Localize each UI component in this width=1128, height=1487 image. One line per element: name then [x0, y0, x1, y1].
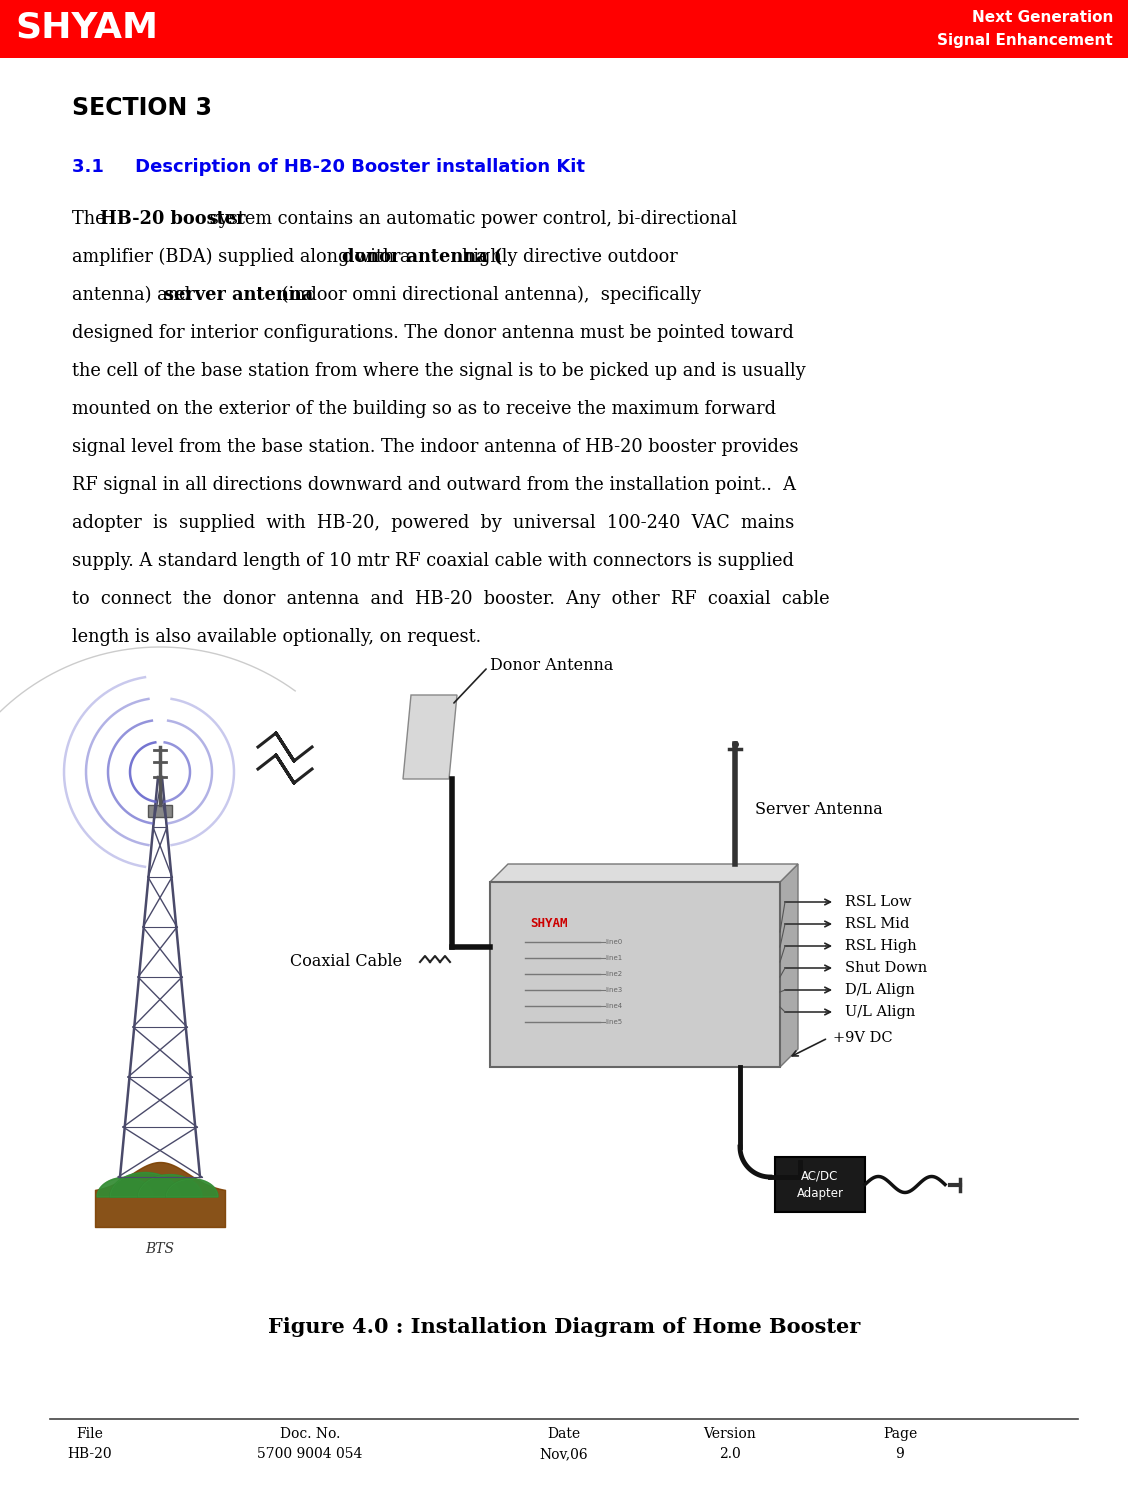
- Text: HB-20 booster: HB-20 booster: [100, 210, 246, 228]
- Text: designed for interior configurations. The donor antenna must be pointed toward: designed for interior configurations. Th…: [72, 324, 794, 342]
- Text: Doc. No.: Doc. No.: [280, 1428, 341, 1441]
- Polygon shape: [111, 1173, 180, 1197]
- Text: line0: line0: [605, 938, 623, 946]
- Text: SECTION 3: SECTION 3: [72, 97, 212, 120]
- Text: Coaxial Cable: Coaxial Cable: [290, 953, 402, 971]
- Text: system contains an automatic power control, bi-directional: system contains an automatic power contr…: [204, 210, 738, 228]
- Text: line4: line4: [605, 1004, 623, 1010]
- Polygon shape: [138, 1175, 202, 1197]
- Text: The: The: [72, 210, 112, 228]
- Bar: [0, 0, 1128, 58]
- Text: Server Antenna: Server Antenna: [755, 800, 883, 818]
- Text: the cell of the base station from where the signal is to be picked up and is usu: the cell of the base station from where …: [72, 361, 805, 381]
- Bar: [490, 882, 779, 1068]
- Polygon shape: [166, 1179, 218, 1197]
- Text: Signal Enhancement: Signal Enhancement: [937, 33, 1113, 48]
- Text: antenna) and: antenna) and: [72, 286, 196, 303]
- Text: (indoor omni directional antenna),  specifically: (indoor omni directional antenna), speci…: [276, 286, 702, 305]
- Text: adopter  is  supplied  with  HB-20,  powered  by  universal  100-240  VAC  mains: adopter is supplied with HB-20, powered …: [72, 515, 794, 532]
- Text: +9V DC: +9V DC: [832, 1030, 892, 1045]
- Text: signal level from the base station. The indoor antenna of HB-20 booster provides: signal level from the base station. The …: [72, 439, 799, 457]
- Text: line5: line5: [605, 1019, 623, 1025]
- Text: server antenna: server antenna: [165, 286, 314, 303]
- Bar: [148, 804, 171, 816]
- Text: RSL Low: RSL Low: [845, 895, 911, 909]
- Text: RSL High: RSL High: [845, 938, 917, 953]
- Text: Next Generation: Next Generation: [971, 9, 1113, 24]
- Bar: [775, 1157, 865, 1212]
- Text: Page: Page: [883, 1428, 917, 1441]
- Text: line1: line1: [605, 955, 623, 961]
- Text: donor antenna (: donor antenna (: [342, 248, 502, 266]
- Text: SHYAM: SHYAM: [530, 917, 567, 929]
- Text: mounted on the exterior of the building so as to receive the maximum forward: mounted on the exterior of the building …: [72, 400, 776, 418]
- Text: Date: Date: [547, 1428, 581, 1441]
- Text: 2.0: 2.0: [720, 1447, 741, 1462]
- Text: RSL Mid: RSL Mid: [845, 917, 909, 931]
- Polygon shape: [779, 864, 797, 1068]
- Text: to  connect  the  donor  antenna  and  HB-20  booster.  Any  other  RF  coaxial : to connect the donor antenna and HB-20 b…: [72, 590, 829, 608]
- Text: 9: 9: [896, 1447, 905, 1462]
- Polygon shape: [97, 1178, 153, 1197]
- Text: 3.1     Description of HB-20 Booster installation Kit: 3.1 Description of HB-20 Booster install…: [72, 158, 585, 175]
- Text: Version: Version: [704, 1428, 757, 1441]
- Text: HB-20: HB-20: [68, 1447, 113, 1462]
- Text: AC/DC
Adapter: AC/DC Adapter: [796, 1169, 844, 1200]
- Text: D/L Align: D/L Align: [845, 983, 915, 996]
- Text: supply. A standard length of 10 mtr RF coaxial cable with connectors is supplied: supply. A standard length of 10 mtr RF c…: [72, 552, 794, 570]
- Text: File: File: [77, 1428, 104, 1441]
- Text: U/L Align: U/L Align: [845, 1005, 916, 1019]
- Text: 5700 9004 054: 5700 9004 054: [257, 1447, 363, 1462]
- Text: line2: line2: [605, 971, 623, 977]
- Text: Figure 4.0 : Installation Diagram of Home Booster: Figure 4.0 : Installation Diagram of Hom…: [267, 1317, 861, 1337]
- Text: SHYAM: SHYAM: [15, 10, 158, 45]
- Text: Donor Antenna: Donor Antenna: [490, 656, 614, 674]
- Text: RF signal in all directions downward and outward from the installation point..  : RF signal in all directions downward and…: [72, 476, 796, 494]
- Text: Nov,06: Nov,06: [539, 1447, 589, 1462]
- Polygon shape: [111, 1173, 180, 1197]
- Text: Shut Down: Shut Down: [845, 961, 927, 975]
- Polygon shape: [166, 1179, 218, 1197]
- Polygon shape: [138, 1175, 202, 1197]
- Text: BTS: BTS: [146, 1242, 175, 1257]
- Text: line3: line3: [605, 987, 623, 993]
- Text: highly directive outdoor: highly directive outdoor: [461, 248, 678, 266]
- Polygon shape: [490, 864, 797, 882]
- Text: length is also available optionally, on request.: length is also available optionally, on …: [72, 628, 482, 645]
- Text: amplifier (BDA) supplied along with a: amplifier (BDA) supplied along with a: [72, 248, 416, 266]
- Polygon shape: [97, 1178, 153, 1197]
- Polygon shape: [403, 694, 457, 779]
